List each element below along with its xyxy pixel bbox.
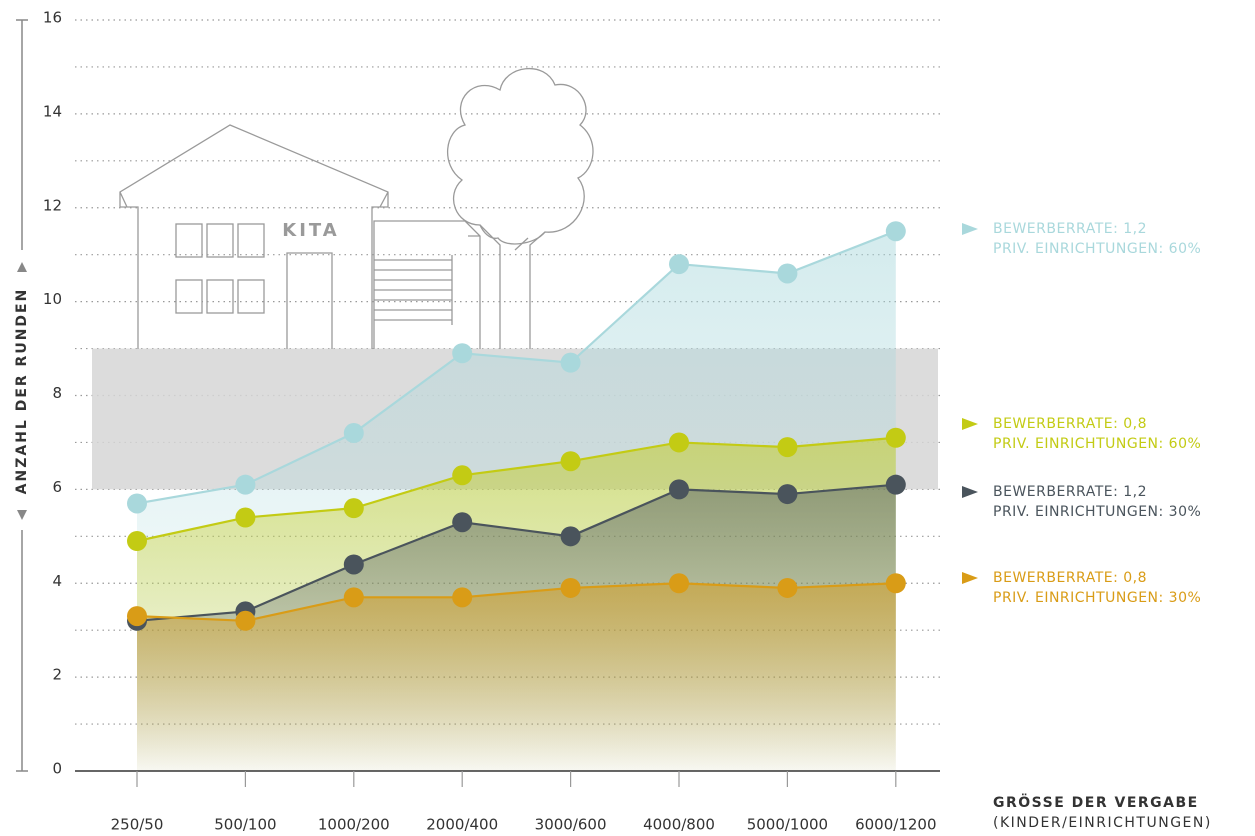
line <box>136 436 896 543</box>
point <box>452 512 473 533</box>
arrow-up <box>17 262 27 272</box>
point <box>235 507 256 528</box>
window <box>237 223 265 258</box>
point <box>452 587 473 608</box>
legend-label: PRIV. EINRICHTUNGEN: 60% <box>993 241 1201 257</box>
point <box>885 573 906 594</box>
garage <box>373 220 481 349</box>
window <box>206 223 234 258</box>
area <box>137 583 896 771</box>
point <box>777 484 798 505</box>
legend-label: PRIV. EINRICHTUNGEN: 30% <box>993 590 1201 606</box>
point <box>235 474 256 495</box>
point <box>777 577 798 598</box>
x-tick-label: 500/100 <box>214 816 276 834</box>
point <box>560 451 581 472</box>
legend-marker <box>962 486 978 498</box>
point <box>343 498 364 519</box>
x-tick-label: 5000/1000 <box>747 816 828 834</box>
legend-label: PRIV. EINRICHTUNGEN: 30% <box>993 504 1201 520</box>
window <box>206 279 234 314</box>
line <box>136 582 896 622</box>
legend-label: BEWERBERRATE: 1,2 <box>993 484 1147 500</box>
point <box>127 606 147 627</box>
window <box>175 279 203 314</box>
legend: BEWERBERRATE: 1,2 PRIV. EINRICHTUNGEN: 60… <box>962 221 1201 606</box>
legend-label: BEWERBERRATE: 0,8 <box>993 416 1147 432</box>
house <box>119 124 389 349</box>
legend-label: BEWERBERRATE: 0,8 <box>993 570 1147 586</box>
point <box>777 437 798 458</box>
x-tick-label: 3000/600 <box>535 816 607 834</box>
x-axis-label: GRÖSSE DER VERGABE <box>993 793 1199 811</box>
x-tick-label: 4000/800 <box>643 816 715 834</box>
x-tick-label: 2000/400 <box>426 816 498 834</box>
y-tick-label: 12 <box>43 196 62 214</box>
arrow-down <box>17 510 27 520</box>
x-tick-label: 1000/200 <box>318 816 390 834</box>
point <box>885 474 906 495</box>
y-tick-label: 2 <box>52 666 62 684</box>
point <box>343 554 364 575</box>
y-tick-label: 14 <box>43 102 62 120</box>
illustration: KITA <box>119 68 594 349</box>
point <box>560 352 581 373</box>
lines <box>127 221 906 631</box>
point <box>127 493 147 514</box>
y-axis-label: ANZAHL DER RUNDEN <box>14 288 30 495</box>
point <box>560 577 581 598</box>
legend-label: BEWERBERRATE: 1,2 <box>993 221 1147 237</box>
y-tick-label: 16 <box>43 9 62 27</box>
point <box>885 427 906 448</box>
point <box>777 263 798 284</box>
tree-crown <box>447 68 594 245</box>
window <box>175 223 203 258</box>
legend-label: PRIV. EINRICHTUNGEN: 60% <box>993 436 1201 452</box>
legend-marker <box>962 572 978 584</box>
illustration-text: KITA <box>282 220 339 241</box>
point <box>452 465 473 486</box>
x-tick-label: 250/50 <box>111 816 164 834</box>
point <box>669 479 689 500</box>
point <box>452 343 473 364</box>
point <box>885 221 906 242</box>
window <box>237 279 265 314</box>
x-tick-label: 6000/1200 <box>855 816 936 834</box>
y-tick-label: 10 <box>43 290 62 308</box>
y-tick-label: 4 <box>52 572 62 590</box>
y-tick-label: 8 <box>52 384 62 402</box>
areas <box>137 231 896 771</box>
line <box>136 230 897 505</box>
point <box>669 432 689 453</box>
point <box>343 423 364 444</box>
line <box>136 483 896 622</box>
point <box>560 526 581 547</box>
y-tick-label: 0 <box>52 760 62 778</box>
point <box>343 587 364 608</box>
door <box>286 252 333 349</box>
legend-marker <box>962 418 978 430</box>
y-tick-label: 6 <box>52 478 62 496</box>
x-axis-sublabel: (KINDER/EINRICHTUNGEN) <box>993 815 1212 831</box>
axes: ANZAHL DER RUNDEN GRÖSSE DER VERGABE (KI… <box>14 9 1212 834</box>
legend-marker <box>962 223 978 235</box>
point <box>127 531 147 552</box>
point <box>669 254 689 275</box>
point <box>669 573 689 594</box>
point <box>235 610 256 631</box>
